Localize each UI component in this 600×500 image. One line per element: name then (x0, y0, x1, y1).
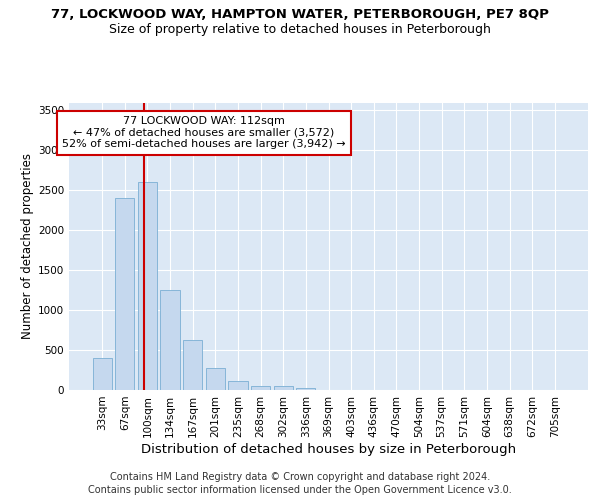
Bar (274, 386, 293, 390)
Bar (206, 368, 225, 390)
Text: Size of property relative to detached houses in Peterborough: Size of property relative to detached ho… (109, 22, 491, 36)
Bar (229, 381, 248, 390)
Bar (160, 290, 180, 390)
Text: 77, LOCKWOOD WAY, HAMPTON WATER, PETERBOROUGH, PE7 8QP: 77, LOCKWOOD WAY, HAMPTON WATER, PETERBO… (51, 8, 549, 20)
Text: Contains public sector information licensed under the Open Government Licence v3: Contains public sector information licen… (88, 485, 512, 495)
Bar (115, 198, 134, 390)
Text: Contains HM Land Registry data © Crown copyright and database right 2024.: Contains HM Land Registry data © Crown c… (110, 472, 490, 482)
Text: Distribution of detached houses by size in Peterborough: Distribution of detached houses by size … (141, 442, 517, 456)
Bar (183, 340, 202, 390)
Bar (92, 358, 112, 390)
Bar (296, 388, 316, 390)
Bar (251, 386, 270, 390)
Y-axis label: Number of detached properties: Number of detached properties (21, 153, 34, 340)
Text: 77 LOCKWOOD WAY: 112sqm
← 47% of detached houses are smaller (3,572)
52% of semi: 77 LOCKWOOD WAY: 112sqm ← 47% of detache… (62, 116, 346, 150)
Bar (138, 182, 157, 390)
